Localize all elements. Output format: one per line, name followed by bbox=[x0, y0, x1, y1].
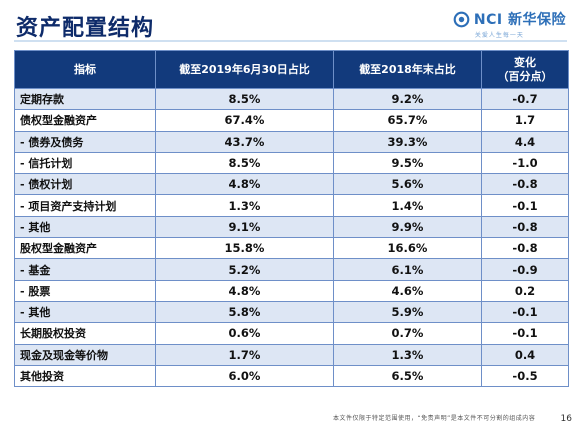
table-cell: 4.4 bbox=[481, 130, 569, 153]
row-label: 股权型金融资产 bbox=[14, 237, 156, 260]
row-label: - 基金 bbox=[14, 258, 156, 281]
column-header-change: 变化 （百分点） bbox=[481, 50, 569, 89]
table-cell: 15.8% bbox=[155, 237, 334, 260]
table-row: - 项目资产支持计划 1.3% 1.4% -0.1 bbox=[14, 194, 569, 217]
table-row: 长期股权投资 0.6% 0.7% -0.1 bbox=[14, 322, 569, 345]
table-cell: 65.7% bbox=[333, 109, 482, 132]
table-row: 现金及现金等价物 1.7% 1.3% 0.4 bbox=[14, 343, 569, 366]
table-row: 股权型金融资产 15.8% 16.6% -0.8 bbox=[14, 237, 569, 260]
table-cell: 4.8% bbox=[155, 279, 334, 302]
table-cell: 5.2% bbox=[155, 258, 334, 281]
column-header-2018: 截至2018年末占比 bbox=[333, 50, 482, 89]
slide-title: 资产配置结构 bbox=[16, 16, 155, 41]
table-row: - 其他 5.8% 5.9% -0.1 bbox=[14, 300, 569, 324]
column-header-2019h1: 截至2019年6月30日占比 bbox=[155, 50, 334, 89]
table-cell: 1.3% bbox=[155, 194, 334, 217]
row-label: - 债券及债务 bbox=[14, 130, 156, 153]
table-cell: 9.5% bbox=[333, 151, 482, 175]
table-cell: 9.9% bbox=[333, 215, 482, 239]
logo-slogan: 关爱人生每一天 bbox=[474, 32, 524, 39]
disclaimer-footnote: 本文件仅限于特定范围使用，“免责声明”是本文件不可分割的组成内容 bbox=[333, 415, 536, 422]
table-row: 定期存款 8.5% 9.2% -0.7 bbox=[14, 87, 569, 111]
row-label: - 其他 bbox=[14, 300, 156, 324]
table-cell: 6.5% bbox=[333, 364, 482, 388]
table-cell: -0.8 bbox=[481, 237, 569, 260]
table-cell: -0.1 bbox=[481, 194, 569, 217]
table-row: - 债权计划 4.8% 5.6% -0.8 bbox=[14, 173, 569, 196]
table-row: - 股票 4.8% 4.6% 0.2 bbox=[14, 279, 569, 302]
table-cell: 1.4% bbox=[333, 194, 482, 217]
table-cell: 5.6% bbox=[333, 173, 482, 196]
table-cell: 6.0% bbox=[155, 364, 334, 388]
table-cell: 0.2 bbox=[481, 279, 569, 302]
table-cell: -0.8 bbox=[481, 215, 569, 239]
table-header-row: 指标 截至2019年6月30日占比 截至2018年末占比 变化 （百分点） bbox=[14, 50, 569, 89]
table-cell: 6.1% bbox=[333, 258, 482, 281]
row-label: 现金及现金等价物 bbox=[14, 343, 156, 366]
table-row: - 债券及债务 43.7% 39.3% 4.4 bbox=[14, 130, 569, 153]
table-cell: -1.0 bbox=[481, 151, 569, 175]
table-cell: 1.7 bbox=[481, 109, 569, 132]
table-cell: 39.3% bbox=[333, 130, 482, 153]
row-label: 其他投资 bbox=[14, 364, 156, 388]
row-label: - 项目资产支持计划 bbox=[14, 194, 156, 217]
row-label: 债权型金融资产 bbox=[14, 109, 156, 132]
asset-allocation-table: 指标 截至2019年6月30日占比 截至2018年末占比 变化 （百分点） 定期… bbox=[14, 50, 569, 388]
logo-text: NCI 新华保险 bbox=[473, 12, 566, 28]
row-label: - 股票 bbox=[14, 279, 156, 302]
table-cell: 9.1% bbox=[155, 215, 334, 239]
row-label: - 债权计划 bbox=[14, 173, 156, 196]
title-divider bbox=[14, 40, 567, 42]
table-row: - 基金 5.2% 6.1% -0.9 bbox=[14, 258, 569, 281]
row-label: - 信托计划 bbox=[14, 151, 156, 175]
row-label: - 其他 bbox=[14, 215, 156, 239]
table-cell: 5.9% bbox=[333, 300, 482, 324]
table-cell: 4.8% bbox=[155, 173, 334, 196]
table-row: 其他投资 6.0% 6.5% -0.5 bbox=[14, 364, 569, 388]
logo-emblem-icon bbox=[453, 11, 470, 27]
table-row: 债权型金融资产 67.4% 65.7% 1.7 bbox=[14, 109, 569, 132]
table-cell: 67.4% bbox=[155, 109, 334, 132]
table-cell: 16.6% bbox=[333, 237, 482, 260]
table-cell: 8.5% bbox=[155, 87, 334, 111]
row-label: 定期存款 bbox=[14, 87, 156, 111]
table-cell: 8.5% bbox=[155, 151, 334, 175]
table-cell: -0.5 bbox=[481, 364, 569, 388]
table-row: - 信托计划 8.5% 9.5% -1.0 bbox=[14, 151, 569, 175]
company-logo: NCI 新华保险 关爱人生每一天 bbox=[453, 9, 566, 39]
table-cell: 0.4 bbox=[481, 343, 569, 366]
table-cell: 9.2% bbox=[333, 87, 482, 111]
table-row: - 其他 9.1% 9.9% -0.8 bbox=[14, 215, 569, 239]
column-header-indicator: 指标 bbox=[14, 50, 156, 89]
table-cell: 0.6% bbox=[155, 322, 334, 345]
row-label: 长期股权投资 bbox=[14, 322, 156, 345]
table-cell: -0.1 bbox=[481, 300, 569, 324]
page-number: 16 bbox=[560, 414, 572, 424]
table-cell: -0.1 bbox=[481, 322, 569, 345]
table-cell: 1.3% bbox=[333, 343, 482, 366]
table-cell: 5.8% bbox=[155, 300, 334, 324]
table-cell: 4.6% bbox=[333, 279, 482, 302]
table-cell: -0.8 bbox=[481, 173, 569, 196]
table-cell: -0.7 bbox=[481, 87, 569, 111]
table-cell: -0.9 bbox=[481, 258, 569, 281]
table-cell: 1.7% bbox=[155, 343, 334, 366]
table-cell: 43.7% bbox=[155, 130, 334, 153]
table-cell: 0.7% bbox=[333, 322, 482, 345]
